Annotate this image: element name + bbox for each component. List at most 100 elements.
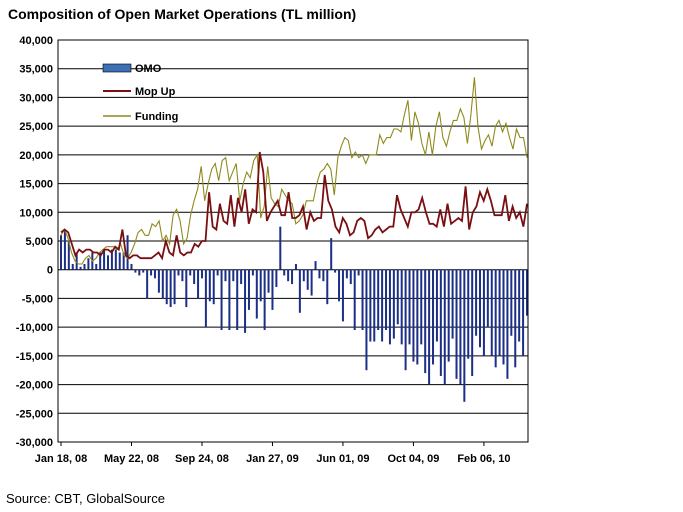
omo-bar [439,269,442,376]
omo-bar [334,269,337,273]
omo-bar [83,263,86,270]
omo-bar [447,269,450,362]
x-tick-label: Jan 18, 08 [35,453,88,465]
omo-bar [114,249,117,270]
y-tick-label: -5,000 [22,293,53,305]
y-tick-label: 30,000 [19,92,53,104]
omo-bar [338,269,341,302]
legend-label-funding: Funding [135,111,178,123]
omo-bar [275,269,278,287]
omo-bar [314,261,317,270]
omo-bar [60,235,62,270]
omo-bar [228,269,231,331]
omo-bar [208,269,211,302]
omo-bar [506,269,509,379]
omo-bar [95,263,98,270]
omo-bar [330,238,333,270]
omo-bar [142,269,145,273]
omo-bar [177,269,180,276]
omo-bar [510,269,513,336]
omo-bar [526,269,528,316]
axes: -30,000 -25,000 -20,000 -15,000 -10,000 -5,00… [16,35,529,465]
omo-bar [247,269,250,310]
omo-bar [396,269,399,325]
omo-bar [99,252,102,270]
x-tick-label: Oct 04, 09 [387,453,439,465]
omo-bar [381,269,384,342]
omo-bar [173,269,176,305]
omo-bar [455,269,458,379]
omo-bar [435,269,438,342]
legend-label-omo: OMO [135,63,162,75]
y-tick-label: -10,000 [16,322,53,334]
omo-bar [267,269,270,293]
omo-bar [244,269,247,333]
omo-bar [259,269,262,302]
x-tick-label: Sep 24, 08 [175,453,229,465]
omo-bar [400,269,403,345]
omo-bar [404,269,407,371]
omo-bar [251,269,254,276]
omo-bar [71,263,74,270]
omo-bar [240,269,243,285]
omo-bar [63,229,66,270]
legend-label-mop-up: Mop Up [135,86,176,98]
omo-bar [181,269,184,282]
funding-line [60,77,528,265]
omo-bar [271,269,274,310]
x-tick-label: Feb 06, 10 [457,453,510,465]
omo-bar [373,269,376,342]
omo-bar [471,269,474,376]
omo-bar [138,269,141,276]
omo-bar [326,269,329,305]
omo-bar [482,269,485,356]
omo-bar [357,269,360,276]
omo-bar [514,269,517,368]
omo-bar [193,269,196,285]
omo-bar [165,269,168,305]
y-tick-label: 40,000 [19,35,53,47]
omo-bar [126,235,129,270]
omo-bar [377,269,380,331]
omo-bar [494,269,497,368]
omo-bar [216,269,219,276]
omo-bar [432,269,435,365]
y-tick-label: 5,000 [25,236,53,248]
omo-bar [420,269,423,345]
y-tick-label: 10,000 [19,207,53,219]
omo-bar [200,269,203,279]
omo-bar [459,269,462,385]
omo-bar [388,269,391,345]
omo-bar [122,252,125,270]
omo-bar [110,249,113,270]
omo-bar [236,269,239,331]
omo-bar [232,269,235,282]
y-tick-label: -15,000 [16,351,53,363]
omo-bar [134,269,137,273]
omo-bar [283,269,286,276]
omo-bar [310,269,313,296]
omo-bar [306,269,309,290]
omo-bar [220,269,223,331]
omo-bar [318,269,321,279]
omo-bar [146,269,149,299]
omo-bar [212,269,215,305]
omo-bar [518,269,521,342]
y-tick-label: 25,000 [19,121,53,133]
omo-bar [424,269,427,374]
omo-bar [224,269,227,282]
omo-bar [150,269,153,276]
omo-bar [298,269,301,313]
y-tick-label: 0 [47,265,53,277]
omo-bar [106,255,109,270]
y-tick-label: 35,000 [19,64,53,76]
omo-bar [349,269,352,285]
omo-bar [502,269,505,365]
omo-bar [189,269,192,276]
x-tick-label: Jun 01, 09 [316,453,369,465]
omo-bar [479,269,482,348]
omo-bar [118,252,121,270]
omo-bar [130,263,133,270]
omo-bar [428,269,431,385]
